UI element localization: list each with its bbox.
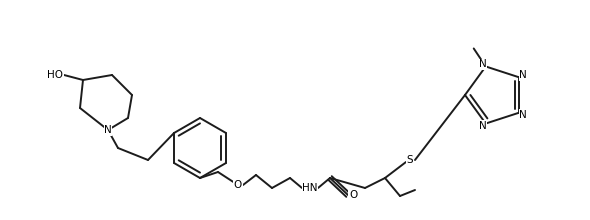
Text: S: S — [407, 155, 414, 165]
Text: HN: HN — [302, 183, 318, 193]
Text: N: N — [479, 121, 487, 130]
Text: N: N — [479, 59, 487, 70]
Text: O: O — [234, 180, 242, 190]
Text: N: N — [519, 70, 527, 80]
Text: N: N — [519, 110, 527, 120]
Text: N: N — [104, 125, 112, 135]
Text: HO: HO — [47, 70, 63, 80]
Text: O: O — [349, 190, 357, 200]
